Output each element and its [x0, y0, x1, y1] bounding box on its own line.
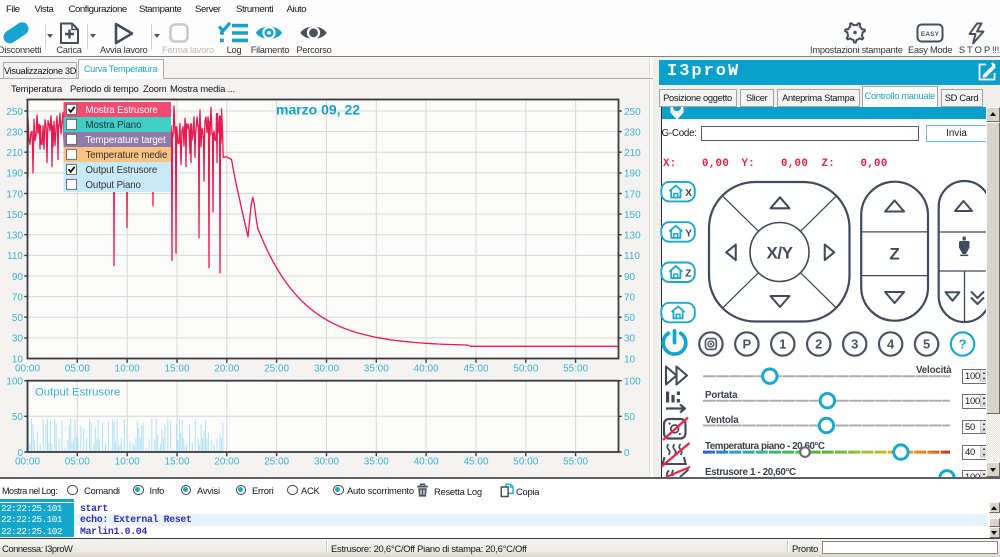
svg-text:170: 170: [624, 189, 641, 200]
svg-text:130: 130: [6, 231, 23, 242]
svg-text:10: 10: [624, 354, 636, 365]
svg-text:Output Estrusore: Output Estrusore: [35, 387, 120, 399]
svg-text:50: 50: [624, 313, 636, 324]
svg-text:10:00: 10:00: [115, 457, 140, 468]
svg-text:55:00: 55:00: [563, 364, 588, 375]
svg-text:90: 90: [624, 272, 636, 283]
svg-text:marzo 09, 22: marzo 09, 22: [276, 102, 360, 118]
svg-text:0: 0: [17, 448, 23, 459]
svg-text:35:00: 35:00: [364, 364, 389, 375]
svg-text:4: 4: [887, 337, 895, 352]
svg-text:110: 110: [624, 251, 640, 262]
svg-text:150: 150: [6, 210, 23, 221]
svg-text:10: 10: [12, 354, 24, 365]
svg-text:90: 90: [12, 272, 24, 283]
svg-text:35:00: 35:00: [364, 457, 389, 468]
svg-text:250: 250: [624, 107, 641, 118]
svg-text:45:00: 45:00: [463, 364, 488, 375]
svg-text:230: 230: [624, 127, 641, 138]
svg-text:05:00: 05:00: [65, 364, 90, 375]
svg-text:210: 210: [6, 148, 23, 159]
svg-text:Temperature medie: Temperature medie: [86, 150, 168, 161]
svg-text:Mostra Piano: Mostra Piano: [86, 120, 142, 131]
svg-text:110: 110: [7, 251, 23, 262]
svg-text:X: X: [685, 188, 692, 199]
svg-text:30: 30: [624, 334, 636, 345]
svg-text:150: 150: [624, 210, 641, 221]
svg-text:40:00: 40:00: [414, 364, 439, 375]
svg-text:190: 190: [624, 169, 641, 180]
svg-text:Mostra Estrusore: Mostra Estrusore: [86, 105, 158, 116]
svg-text:100: 100: [624, 377, 641, 388]
svg-text:Z: Z: [889, 245, 899, 264]
svg-text:170: 170: [6, 189, 23, 200]
svg-text:210: 210: [624, 148, 641, 159]
svg-text:20:00: 20:00: [214, 457, 239, 468]
svg-text:00:00: 00:00: [15, 364, 40, 375]
svg-text:15:00: 15:00: [164, 364, 189, 375]
svg-text:P: P: [743, 337, 752, 352]
svg-text:50:00: 50:00: [513, 364, 538, 375]
svg-text:Y: Y: [685, 228, 692, 239]
svg-text:Z: Z: [685, 269, 691, 280]
svg-text:50:00: 50:00: [513, 457, 538, 468]
svg-text:25:00: 25:00: [264, 457, 289, 468]
svg-text:EASY: EASY: [921, 31, 940, 38]
svg-text:00:00: 00:00: [15, 457, 40, 468]
svg-text:30:00: 30:00: [314, 364, 339, 375]
svg-text:Output Estrusore: Output Estrusore: [86, 165, 158, 176]
svg-text:2: 2: [815, 337, 822, 352]
svg-text:15:00: 15:00: [164, 457, 189, 468]
svg-text:Temperature target: Temperature target: [86, 135, 166, 146]
svg-text:30: 30: [12, 334, 24, 345]
svg-text:50: 50: [12, 412, 24, 423]
svg-text:1: 1: [779, 337, 786, 352]
svg-text:130: 130: [624, 231, 641, 242]
svg-text:20:00: 20:00: [214, 364, 239, 375]
svg-text:30:00: 30:00: [314, 457, 339, 468]
svg-text:25:00: 25:00: [264, 364, 289, 375]
svg-text:X/Y: X/Y: [767, 244, 794, 263]
svg-text:50: 50: [624, 412, 636, 423]
svg-text:40:00: 40:00: [414, 457, 439, 468]
svg-text:230: 230: [6, 127, 23, 138]
svg-text:70: 70: [12, 292, 24, 303]
svg-text:10:00: 10:00: [115, 364, 140, 375]
svg-text:Output Piano: Output Piano: [86, 180, 141, 191]
svg-text:250: 250: [6, 107, 23, 118]
svg-text:100: 100: [6, 377, 23, 388]
svg-text:45:00: 45:00: [463, 457, 488, 468]
svg-text:50: 50: [12, 313, 24, 324]
svg-text:55:00: 55:00: [563, 457, 588, 468]
svg-text:3: 3: [851, 337, 858, 352]
svg-text:5: 5: [923, 337, 930, 352]
svg-text:0: 0: [624, 448, 630, 459]
svg-text:05:00: 05:00: [65, 457, 90, 468]
svg-text:190: 190: [6, 169, 23, 180]
svg-text:?: ?: [959, 337, 967, 352]
svg-text:70: 70: [624, 292, 636, 303]
